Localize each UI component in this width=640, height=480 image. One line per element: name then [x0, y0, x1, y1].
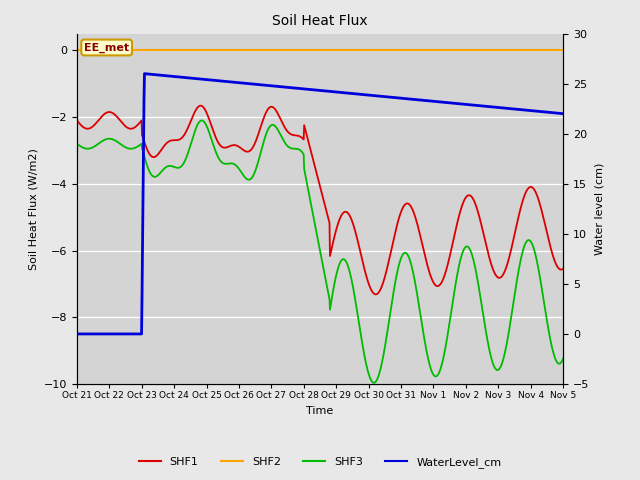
- Text: EE_met: EE_met: [84, 42, 129, 53]
- Y-axis label: Water level (cm): Water level (cm): [595, 163, 605, 255]
- X-axis label: Time: Time: [307, 406, 333, 416]
- Title: Soil Heat Flux: Soil Heat Flux: [272, 14, 368, 28]
- Y-axis label: Soil Heat Flux (W/m2): Soil Heat Flux (W/m2): [28, 148, 38, 270]
- Legend: SHF1, SHF2, SHF3, WaterLevel_cm: SHF1, SHF2, SHF3, WaterLevel_cm: [134, 452, 506, 472]
